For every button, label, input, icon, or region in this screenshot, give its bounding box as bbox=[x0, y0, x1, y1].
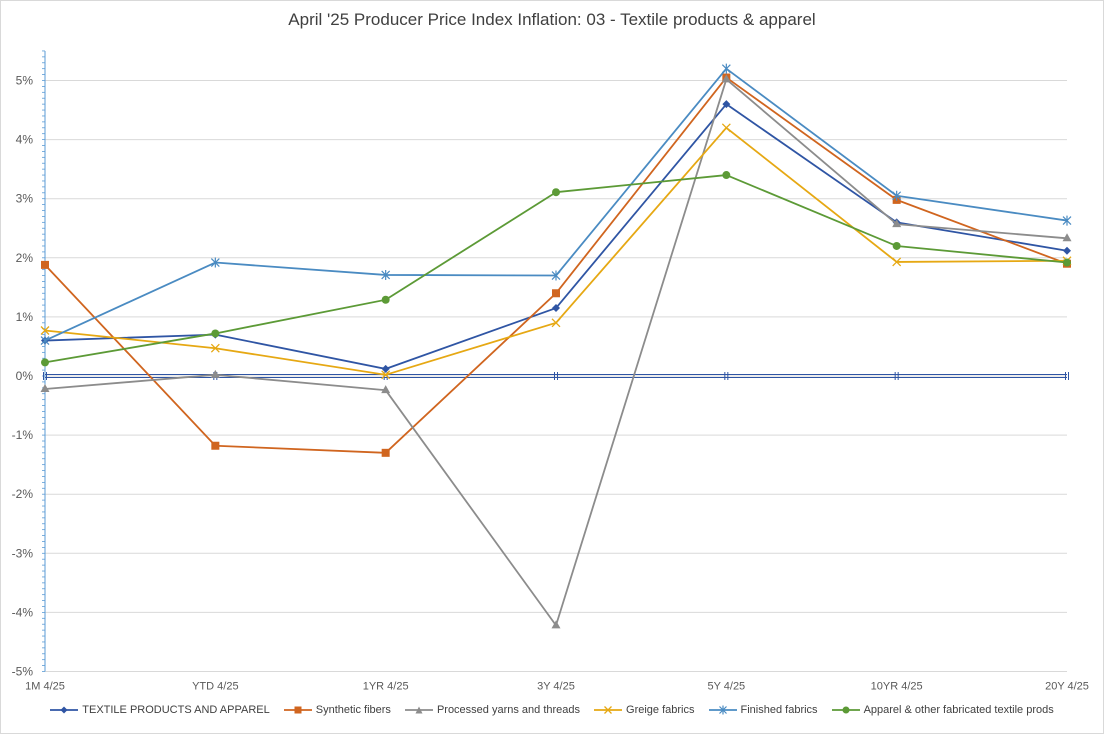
data-point bbox=[381, 448, 390, 457]
data-point bbox=[721, 63, 731, 74]
data-point bbox=[210, 343, 220, 353]
legend-item: Greige fabrics bbox=[594, 704, 695, 716]
legend-swatch bbox=[594, 706, 623, 714]
legend-swatch bbox=[50, 706, 79, 714]
data-point bbox=[892, 190, 902, 201]
data-point bbox=[892, 219, 902, 228]
x-tick-label: YTD 4/25 bbox=[192, 681, 238, 693]
y-tick-label: 5% bbox=[16, 74, 34, 88]
data-point bbox=[722, 171, 731, 180]
y-tick-label: -4% bbox=[12, 605, 34, 619]
legend-item: Apparel & other fabricated textile prods bbox=[831, 704, 1054, 716]
data-point bbox=[381, 269, 391, 280]
x-tick-label: 10YR 4/25 bbox=[871, 681, 923, 693]
series-line-0 bbox=[44, 103, 1068, 370]
y-tick-label: -5% bbox=[12, 665, 34, 679]
data-point bbox=[40, 335, 50, 346]
data-point bbox=[1063, 246, 1071, 255]
series-line-3 bbox=[44, 126, 1068, 376]
series-line-4 bbox=[44, 67, 1068, 342]
legend-item: TEXTILE PRODUCTS AND APPAREL bbox=[50, 704, 270, 716]
data-point bbox=[552, 304, 560, 313]
data-point bbox=[551, 318, 561, 328]
series-line-2 bbox=[44, 78, 1068, 627]
x-tick-label: 3Y 4/25 bbox=[537, 681, 575, 693]
data-point bbox=[892, 241, 901, 250]
data-point bbox=[1062, 233, 1072, 242]
legend-item: Synthetic fibers bbox=[283, 704, 391, 716]
data-point bbox=[381, 364, 390, 373]
legend-item: Processed yarns and threads bbox=[404, 704, 581, 716]
y-tick-label: -2% bbox=[12, 487, 34, 501]
data-point bbox=[40, 384, 50, 393]
data-point bbox=[210, 257, 220, 268]
data-point bbox=[551, 620, 561, 629]
y-tick-label: 3% bbox=[16, 192, 34, 206]
legend-label: Processed yarns and threads bbox=[436, 704, 581, 716]
data-point bbox=[210, 369, 220, 378]
chart-title: April '25 Producer Price Index Inflation… bbox=[288, 10, 816, 29]
y-tick-label: -1% bbox=[12, 428, 34, 442]
data-point bbox=[40, 326, 50, 335]
legend-label: Finished fabrics bbox=[740, 704, 818, 716]
data-point bbox=[41, 260, 49, 269]
legend-label: Apparel & other fabricated textile prods bbox=[863, 704, 1054, 716]
data-point bbox=[892, 257, 902, 267]
data-point bbox=[552, 289, 560, 298]
x-tick-label: 5Y 4/25 bbox=[707, 681, 745, 693]
data-point bbox=[551, 270, 561, 281]
data-point bbox=[1062, 215, 1072, 226]
y-tick-label: 4% bbox=[16, 133, 34, 147]
legend-label: Synthetic fibers bbox=[315, 704, 391, 716]
legend: TEXTILE PRODUCTS AND APPAREL Synthetic fi… bbox=[0, 704, 1104, 716]
data-point bbox=[552, 188, 560, 197]
x-tick-label: 20Y 4/25 bbox=[1045, 681, 1089, 693]
data-point bbox=[41, 358, 49, 367]
legend-item: Finished fabrics bbox=[708, 704, 818, 716]
data-point bbox=[721, 74, 731, 83]
data-point bbox=[211, 329, 220, 338]
y-tick-label: 0% bbox=[16, 369, 34, 383]
y-tick-label: -3% bbox=[12, 546, 34, 560]
x-tick-label: 1YR 4/25 bbox=[363, 681, 409, 693]
data-point bbox=[211, 441, 220, 450]
legend-swatch bbox=[831, 706, 860, 714]
data-point bbox=[381, 370, 391, 380]
data-point bbox=[381, 295, 390, 304]
data-point bbox=[381, 385, 391, 394]
legend-label: TEXTILE PRODUCTS AND APPAREL bbox=[82, 704, 270, 716]
series-line-5 bbox=[44, 174, 1068, 364]
legend-swatch bbox=[283, 706, 312, 714]
legend-swatch bbox=[708, 705, 737, 715]
x-tick-label: 1M 4/25 bbox=[25, 681, 65, 693]
data-point bbox=[722, 100, 731, 109]
data-point bbox=[721, 123, 731, 133]
legend-label: Greige fabrics bbox=[626, 704, 695, 716]
y-tick-label: 1% bbox=[16, 310, 34, 324]
y-tick-label: 2% bbox=[16, 251, 34, 265]
data-point bbox=[1063, 258, 1071, 267]
series-line-1 bbox=[44, 76, 1068, 454]
legend-swatch bbox=[404, 706, 433, 714]
